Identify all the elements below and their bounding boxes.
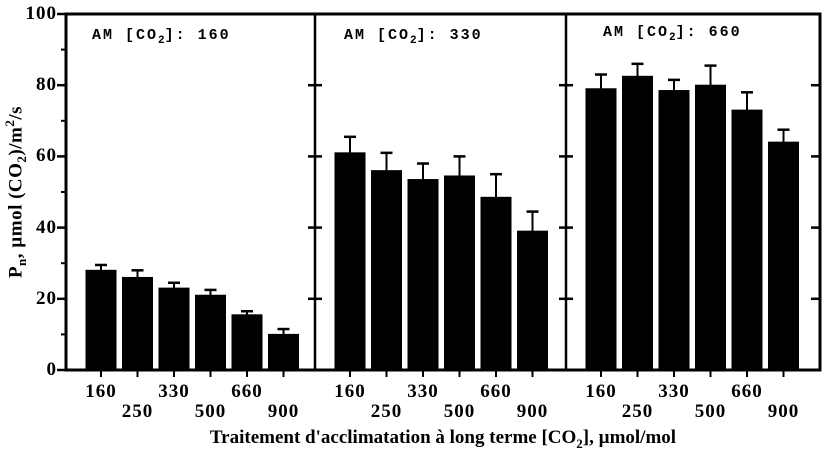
x-tick-label: 330 <box>158 381 190 402</box>
x-axis-title-subscript: 2 <box>576 435 583 451</box>
panel-title-text: AM [CO <box>92 27 159 44</box>
bar <box>585 88 617 371</box>
x-tick-label: 900 <box>767 401 800 422</box>
bar <box>158 287 190 371</box>
bar <box>268 333 299 371</box>
y-axis-title-text: , µmol (CO <box>5 162 27 259</box>
y-tick-label: 100 <box>25 3 57 24</box>
x-tick-label: 160 <box>334 381 366 402</box>
bar <box>517 230 548 371</box>
y-tick-label: 0 <box>46 359 57 380</box>
y-tick-label: 60 <box>36 145 57 167</box>
panel-title-subscript: 2 <box>669 32 676 44</box>
bar <box>695 84 726 371</box>
y-tick-label: 20 <box>36 287 57 309</box>
y-tick-label: 80 <box>36 74 57 96</box>
x-tick-label: 330 <box>658 381 690 402</box>
bar <box>658 90 690 371</box>
panel-title-text: ]: 160 <box>164 27 231 44</box>
bar <box>334 152 366 371</box>
x-tick-label: 500 <box>694 401 727 422</box>
panel-title-text: AM [CO <box>344 27 411 44</box>
x-tick-label: 160 <box>585 381 617 402</box>
x-tick-label: 250 <box>370 401 403 422</box>
bar <box>231 314 263 371</box>
panel-title-text: ]: 660 <box>675 24 742 41</box>
x-tick-label: 330 <box>407 381 439 402</box>
x-axis-title-text: Traitement d'acclimatation à long terme … <box>209 427 577 448</box>
bar <box>195 294 226 371</box>
y-axis-title-text: /s <box>5 105 27 120</box>
panel-title-am-660: AM [CO2]: 660 <box>603 24 742 44</box>
y-axis-title: Pn, µmol (CO2)/m2/s <box>2 106 30 278</box>
bar <box>407 179 439 371</box>
panel-title-text: AM [CO <box>603 24 670 41</box>
x-tick-label: 900 <box>516 401 549 422</box>
x-tick-label: 660 <box>480 381 512 402</box>
x-tick-label: 500 <box>194 401 227 422</box>
panel-title-text: ]: 330 <box>416 27 483 44</box>
bar <box>444 175 475 371</box>
y-axis-title-superscript: 2 <box>1 119 17 127</box>
panel-title-subscript: 2 <box>158 35 165 47</box>
x-tick-label: 160 <box>85 381 117 402</box>
x-axis-title: Traitement d'acclimatation à long terme … <box>66 427 820 452</box>
bar <box>768 141 799 371</box>
x-tick-label: 660 <box>231 381 263 402</box>
panel-title-am-330: AM [CO2]: 330 <box>344 27 483 47</box>
y-tick-label: 40 <box>36 216 57 238</box>
x-tick-label: 250 <box>121 401 154 422</box>
y-axis-title-subscript: n <box>14 258 30 266</box>
x-tick-label: 660 <box>731 381 763 402</box>
panel-title-am-160: AM [CO2]: 160 <box>92 27 231 47</box>
bar <box>85 269 117 371</box>
bar <box>731 109 763 371</box>
bar <box>371 170 402 371</box>
x-tick-label: 900 <box>267 401 300 422</box>
x-tick-label: 500 <box>443 401 476 422</box>
bar <box>480 196 512 371</box>
panel-title-subscript: 2 <box>410 35 417 47</box>
bar <box>622 75 653 371</box>
x-tick-label: 250 <box>621 401 654 422</box>
bar <box>122 276 153 371</box>
y-axis-title-text: P <box>5 265 27 279</box>
x-axis-title-text: ], µmol/mol <box>582 427 677 448</box>
